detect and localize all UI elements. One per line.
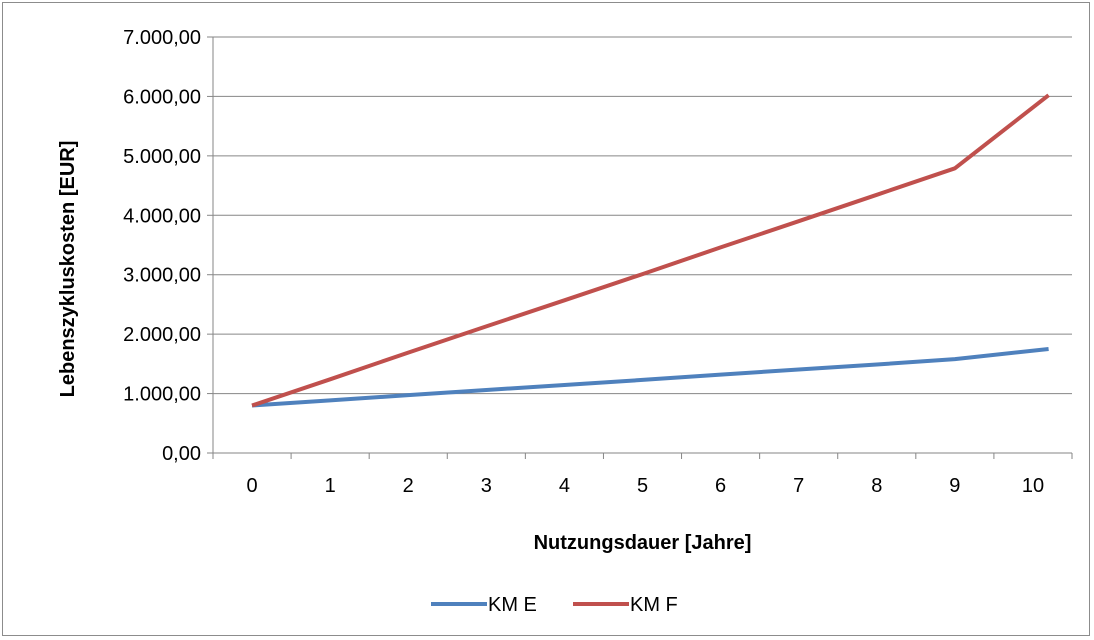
x-tick-label: 8 xyxy=(871,475,882,497)
legend-label: KM E xyxy=(488,594,537,616)
x-tick-label: 6 xyxy=(715,475,726,497)
y-tick-label: 2.000,00 xyxy=(123,324,201,346)
y-tick-label: 5.000,00 xyxy=(123,146,201,168)
x-tick-label: 1 xyxy=(325,475,336,497)
x-tick-label: 0 xyxy=(246,475,257,497)
x-tick-label: 2 xyxy=(403,475,414,497)
y-tick-label: 6.000,00 xyxy=(123,86,201,108)
x-tick-labels: 0 1 2 3 4 5 6 7 8 9 10 xyxy=(246,475,1044,497)
y-tick-label: 0,00 xyxy=(162,443,201,465)
x-tick-label: 9 xyxy=(949,475,960,497)
x-tick-label: 3 xyxy=(481,475,492,497)
y-tick-label: 3.000,00 xyxy=(123,265,201,287)
x-tick-label: 7 xyxy=(793,475,804,497)
gridlines xyxy=(213,36,1072,395)
series-line-km-f xyxy=(251,93,1050,408)
y-tick-labels: 0,00 1.000,00 2.000,00 3.000,00 4.000,00 5.00… xyxy=(123,27,201,465)
line-chart: 0,00 1.000,00 2.000,00 3.000,00 4.000,00 5.00… xyxy=(57,27,1073,616)
x-tick-label: 5 xyxy=(637,475,648,497)
x-axis-title: Nutzungsdauer [Jahre] xyxy=(534,532,752,554)
y-axis-title: Lebenszykluskosten [EUR] xyxy=(57,141,79,398)
x-tick-label: 10 xyxy=(1022,475,1044,497)
y-tick-label: 1.000,00 xyxy=(123,384,201,406)
y-tick-label: 7.000,00 xyxy=(123,27,201,49)
series-lines xyxy=(251,93,1050,408)
series-line-km-e xyxy=(251,347,1049,408)
legend-label: KM F xyxy=(630,594,678,616)
legend: KM E KM F xyxy=(431,594,678,616)
axes xyxy=(207,36,1073,459)
y-tick-label: 4.000,00 xyxy=(123,205,201,227)
x-tick-label: 4 xyxy=(559,475,570,497)
